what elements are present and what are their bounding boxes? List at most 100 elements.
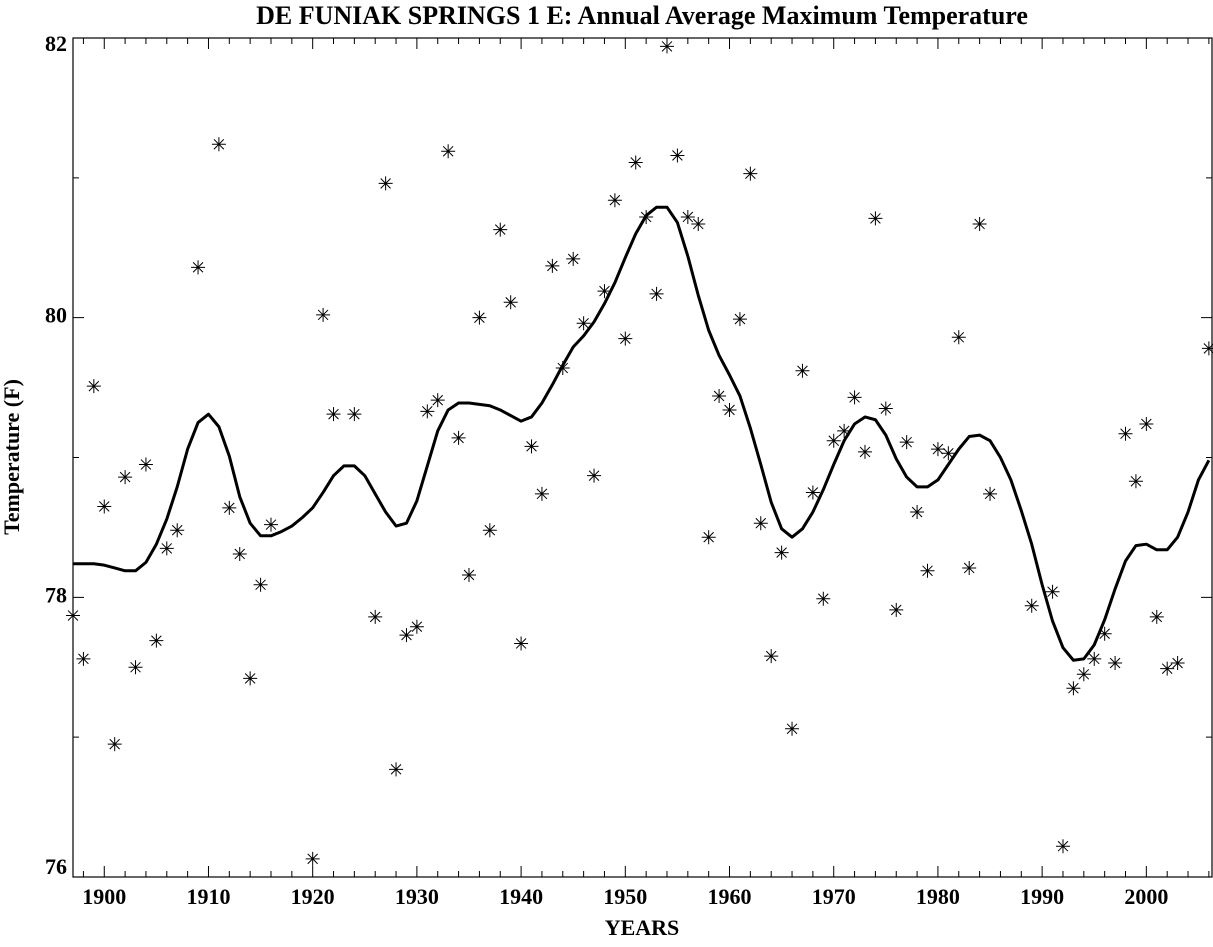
data-point (1024, 598, 1039, 613)
data-point (732, 312, 747, 327)
data-point (1076, 667, 1091, 682)
plot-frame (72, 37, 1213, 878)
x-tick-label: 2000 (1124, 884, 1168, 909)
data-point (680, 209, 695, 224)
data-point (378, 176, 393, 191)
data-point (1055, 839, 1070, 854)
data-point (670, 148, 685, 163)
data-point (962, 560, 977, 575)
x-tick-label: 1950 (603, 884, 647, 909)
data-point (847, 390, 862, 405)
x-tick-label: 1940 (499, 884, 543, 909)
data-point (534, 486, 549, 501)
data-point (430, 393, 445, 408)
data-point (597, 284, 612, 299)
data-point (368, 609, 383, 624)
data-point (159, 541, 174, 556)
data-point (1097, 626, 1112, 641)
data-point (409, 619, 424, 634)
data-point (211, 137, 226, 152)
data-point (76, 651, 91, 666)
data-point (951, 330, 966, 345)
data-point (659, 39, 674, 54)
data-point (795, 363, 810, 378)
data-point (764, 649, 779, 664)
x-tick-label: 1930 (395, 884, 439, 909)
data-point (451, 430, 466, 445)
data-point (691, 216, 706, 231)
data-point (1170, 656, 1185, 671)
data-point (930, 442, 945, 457)
data-point (1045, 584, 1060, 599)
data-point (587, 468, 602, 483)
data-point (1108, 656, 1123, 671)
data-point (1160, 661, 1175, 676)
x-tick-label: 1990 (1020, 884, 1064, 909)
x-tick-label: 1970 (812, 884, 856, 909)
data-point (138, 457, 153, 472)
data-point (482, 523, 497, 538)
data-point (149, 633, 164, 648)
data-point (983, 486, 998, 501)
data-point (1139, 416, 1154, 431)
data-point (461, 567, 476, 582)
data-point (503, 295, 518, 310)
data-point (972, 216, 987, 231)
data-point (97, 499, 112, 514)
y-tick-label: 80 (45, 303, 67, 328)
data-point (514, 636, 529, 651)
data-point (1201, 341, 1213, 356)
data-point (253, 577, 268, 592)
data-point (107, 737, 122, 752)
data-point (1128, 474, 1143, 489)
y-tick-label: 82 (45, 31, 67, 56)
data-point (222, 500, 237, 515)
data-point (722, 402, 737, 417)
data-point (785, 721, 800, 736)
data-point (805, 485, 820, 500)
data-point (941, 446, 956, 461)
data-point (868, 211, 883, 226)
data-point (263, 517, 278, 532)
data-point (191, 260, 206, 275)
data-point (910, 505, 925, 520)
data-point (305, 851, 320, 866)
data-point (701, 530, 716, 545)
x-axis-label: YEARS (605, 915, 680, 940)
data-point (326, 407, 341, 422)
data-point (1149, 609, 1164, 624)
data-point (128, 660, 143, 675)
data-point (243, 671, 258, 686)
data-point (826, 433, 841, 448)
data-point (1087, 651, 1102, 666)
data-point (753, 516, 768, 531)
chart-title: DE FUNIAK SPRINGS 1 E: Annual Average Ma… (256, 1, 1028, 30)
data-point (712, 388, 727, 403)
data-point (649, 286, 664, 301)
y-axis-label: Temperature (F) (0, 379, 24, 535)
data-point (816, 591, 831, 606)
data-point (774, 545, 789, 560)
data-point (743, 166, 758, 181)
data-point (1066, 681, 1081, 696)
x-tick-label: 1910 (186, 884, 230, 909)
data-point (618, 331, 633, 346)
trend-line (73, 205, 1211, 662)
data-point (628, 155, 643, 170)
data-point (576, 316, 591, 331)
x-tick-label: 1980 (916, 884, 960, 909)
data-point (420, 404, 435, 419)
data-point (1118, 426, 1133, 441)
data-point (889, 602, 904, 617)
x-tick-label: 1900 (82, 884, 126, 909)
data-point (399, 628, 414, 643)
data-point (878, 401, 893, 416)
data-point (86, 379, 101, 394)
data-point (118, 470, 133, 485)
data-point (441, 144, 456, 159)
data-point (545, 258, 560, 273)
data-point (566, 251, 581, 266)
data-point (347, 407, 362, 422)
data-point (389, 762, 404, 777)
